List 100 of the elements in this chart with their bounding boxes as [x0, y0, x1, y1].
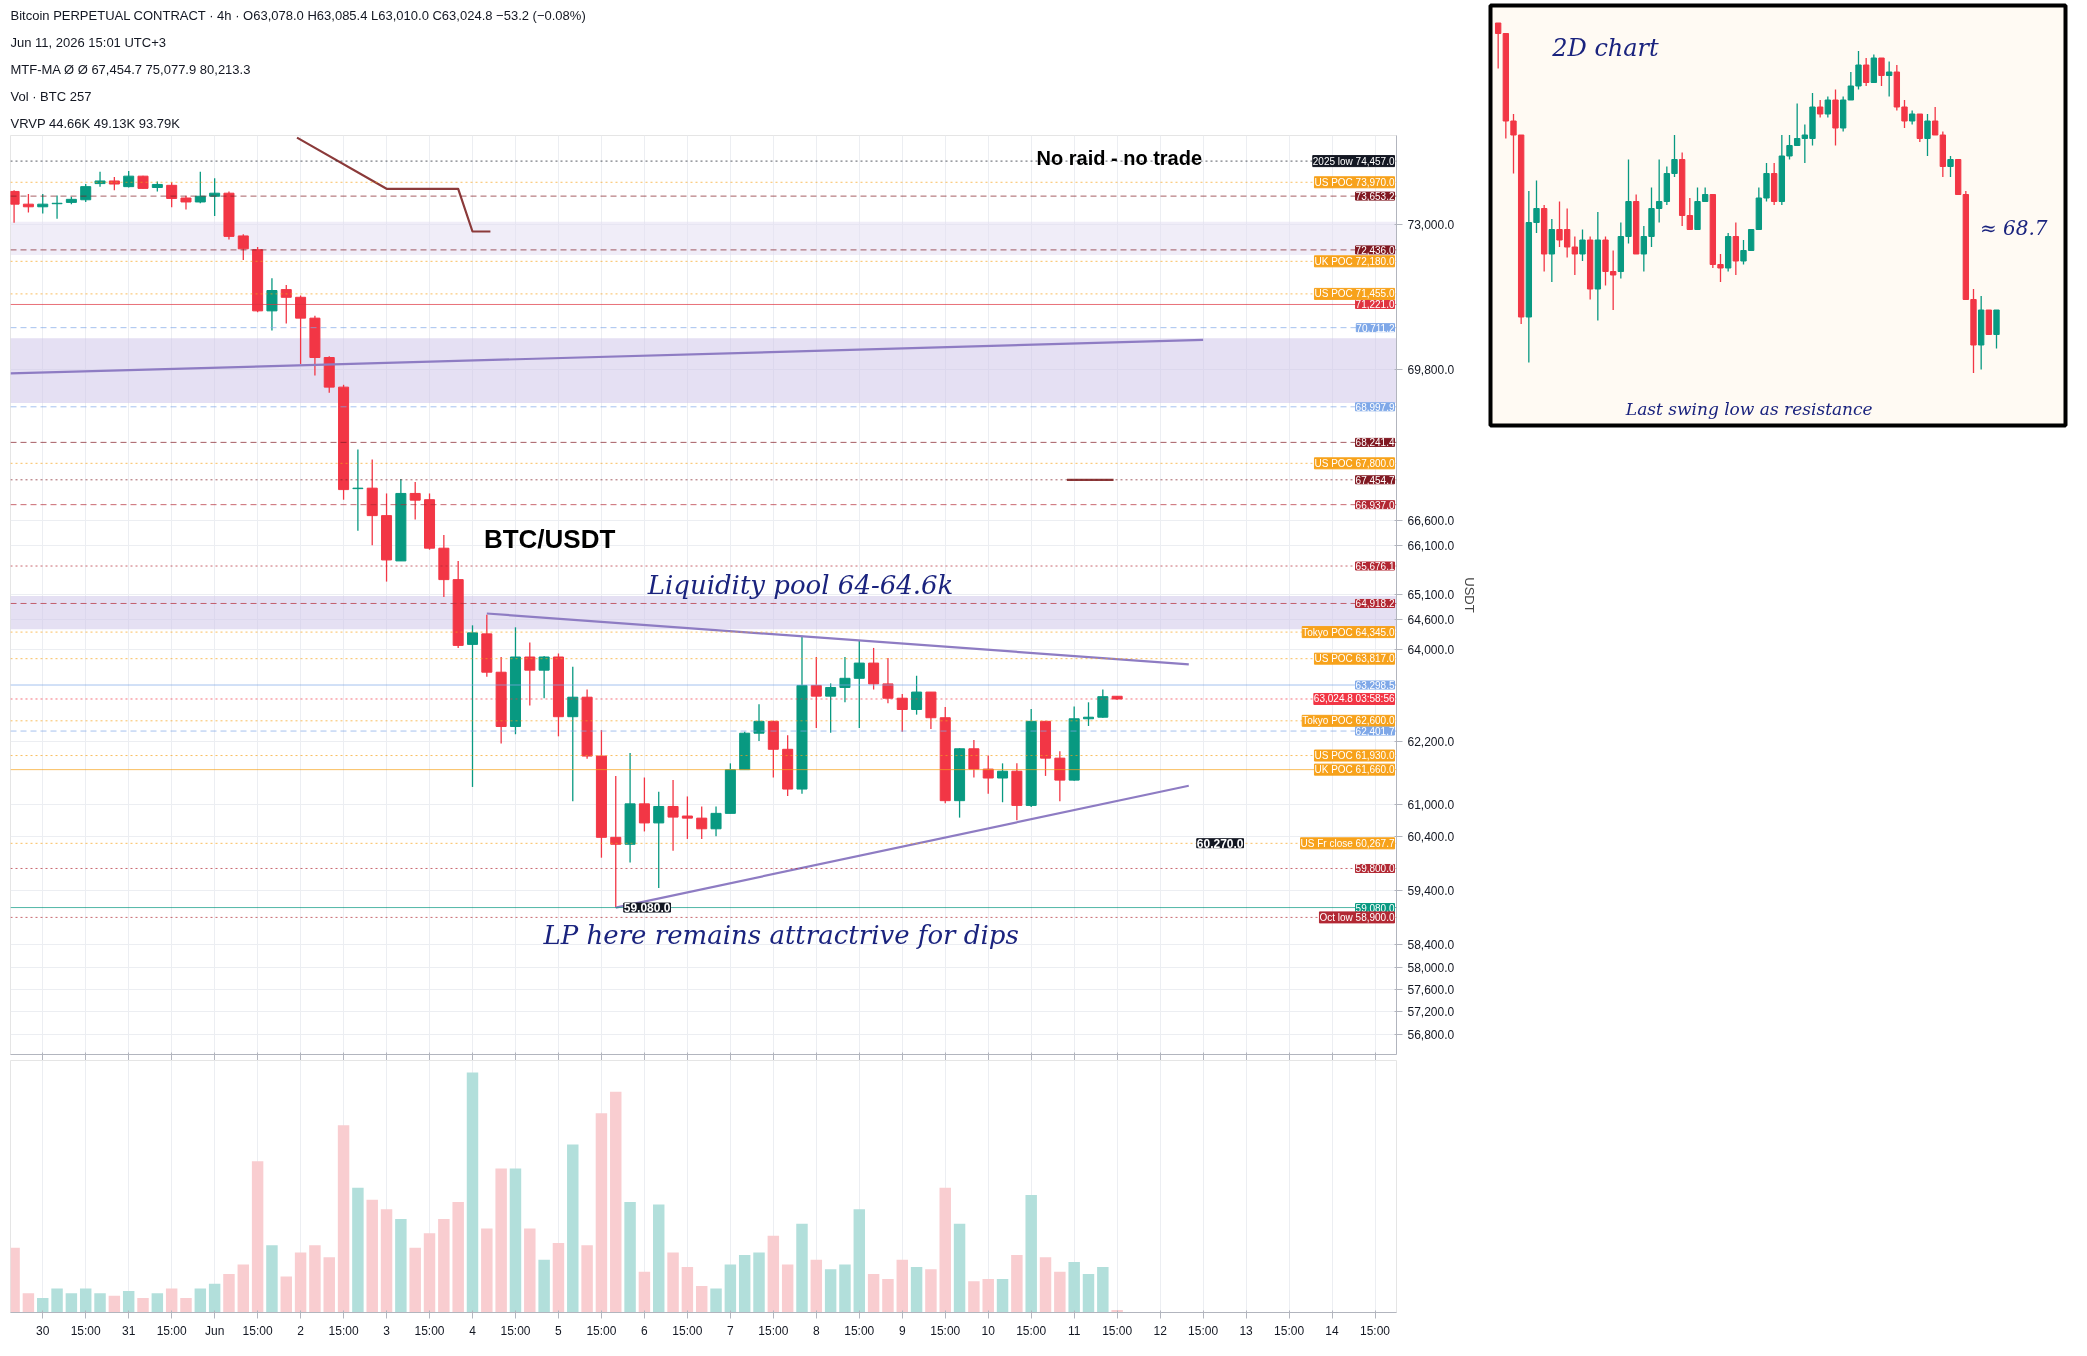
candlestick — [667, 779, 679, 852]
bar — [22, 1293, 35, 1313]
ref-line-label: 67,454.7 — [1355, 474, 1395, 486]
bar — [581, 1245, 593, 1313]
bar — [953, 1223, 966, 1313]
bar — [781, 1264, 794, 1313]
chart-subtitle: Bitcoin PERPETUAL CONTRACT · 4h · O63,078.0 H63,085.4 L63,010.0 C63,024.8 −53.2 (−0.08%) — [10, 7, 586, 23]
ref-line-label: US Fr close 60,267.7 — [1300, 837, 1395, 849]
x-tick-label: 14 — [1325, 1323, 1340, 1338]
bar — [939, 1187, 951, 1313]
bar — [79, 1288, 92, 1313]
bar — [151, 1293, 164, 1313]
ref-line-label: 66,937.0 — [1355, 499, 1395, 511]
candlestick — [1862, 57, 1870, 87]
ref-line-label: 2025 low 74,457.0 — [1312, 155, 1395, 167]
bar — [309, 1245, 321, 1313]
bar — [395, 1218, 407, 1313]
ref-line-label: 59,800.0 — [1355, 863, 1395, 875]
text: VRVP 44.66K 49.13K 93.79K — [10, 115, 181, 131]
ref-line-label: 72,436.0 — [1355, 244, 1395, 256]
x-tick-label: 2 — [297, 1323, 305, 1338]
candlestick — [696, 805, 708, 840]
candlestick — [567, 665, 579, 802]
bar — [137, 1298, 149, 1313]
y-tick-label: 64,600.0 — [1407, 612, 1455, 627]
candlestick — [538, 655, 550, 699]
bar — [194, 1288, 207, 1313]
candlestick — [237, 233, 249, 261]
annotation: No raid - no trade — [1036, 147, 1203, 170]
bar — [122, 1290, 135, 1313]
x-tick-label: 15:00 — [156, 1323, 187, 1338]
annotation: LP here remains attractrive for dips — [542, 920, 1019, 951]
candlestick — [1931, 106, 1939, 136]
candlestick — [982, 754, 994, 795]
y-tick-label: 57,600.0 — [1407, 982, 1455, 997]
bar — [1054, 1271, 1066, 1313]
ref-line-label: UK POC 72,180.0 — [1314, 255, 1395, 267]
x-tick-label: 8 — [812, 1323, 820, 1338]
bar — [266, 1245, 278, 1313]
candlestick — [968, 739, 980, 779]
ref-line-label: 68,997.9 — [1355, 401, 1395, 413]
bar — [108, 1295, 121, 1313]
bar — [824, 1269, 837, 1313]
ref-line-label: 70,711.2 — [1356, 322, 1395, 334]
bar — [495, 1168, 507, 1313]
ref-line-label: 62,401.7 — [1355, 726, 1395, 738]
x-tick-label: Jun — [204, 1323, 225, 1338]
bar — [767, 1235, 780, 1313]
bar — [380, 1209, 393, 1313]
ref-line-label: Tokyo POC 62,600.0 — [1302, 715, 1395, 727]
candlestick — [681, 795, 693, 840]
candlestick — [1054, 750, 1066, 802]
x-tick-label: 30 — [36, 1323, 50, 1338]
x-tick-label: 5 — [555, 1323, 563, 1338]
candlestick — [911, 675, 923, 716]
bar — [867, 1274, 880, 1313]
text: Jun 11, 2026 15:01 UTC+3 — [10, 34, 167, 50]
bar — [180, 1298, 192, 1313]
annotation: ≈ 68.7 — [1979, 216, 2048, 241]
bar — [223, 1274, 235, 1313]
bar — [896, 1259, 908, 1313]
y-tick-label: 58,400.0 — [1407, 938, 1455, 953]
y-tick-label: 57,200.0 — [1407, 1005, 1455, 1020]
x-tick-label: 15:00 — [1016, 1323, 1047, 1338]
bar — [337, 1125, 350, 1313]
candlestick — [997, 762, 1009, 803]
x-tick-label: 13 — [1239, 1323, 1254, 1338]
candlestick — [753, 703, 765, 742]
candlestick — [194, 171, 206, 204]
candlestick — [10, 189, 20, 224]
bar — [94, 1293, 106, 1313]
bar — [910, 1266, 923, 1313]
ref-line-label: 64,918.2 — [1355, 598, 1395, 610]
annotation: 2D chart — [1551, 33, 1660, 62]
bar — [1097, 1266, 1109, 1313]
candlestick — [1924, 113, 1931, 157]
x-tick-label: 15:00 — [70, 1323, 102, 1338]
bar — [323, 1257, 335, 1313]
y-tick-label: 59,400.0 — [1407, 883, 1455, 898]
ref-line-label: 63,298.5 — [1355, 680, 1395, 692]
bar — [925, 1269, 937, 1313]
candlestick — [1947, 155, 1954, 178]
bar — [595, 1113, 608, 1313]
annotation: 60,270.0 — [1196, 836, 1244, 851]
ref-line-label: 68,241.4 — [1355, 437, 1395, 449]
y-tick-label: 61,000.0 — [1407, 797, 1455, 812]
bar — [37, 1298, 49, 1313]
bar — [968, 1281, 980, 1313]
ref-line-label: US POC 61,930.0 — [1314, 750, 1395, 762]
x-tick-label: 15:00 — [1360, 1323, 1391, 1338]
bar — [366, 1199, 378, 1313]
bar — [810, 1259, 823, 1313]
x-tick-label: 15:00 — [242, 1323, 273, 1338]
x-tick-label: 31 — [122, 1323, 136, 1338]
bar — [65, 1293, 78, 1313]
candlestick — [94, 171, 106, 188]
bar — [1025, 1194, 1037, 1313]
y-tick-label: 73,000.0 — [1407, 218, 1455, 233]
candlestick — [825, 682, 837, 734]
bar — [839, 1264, 851, 1313]
